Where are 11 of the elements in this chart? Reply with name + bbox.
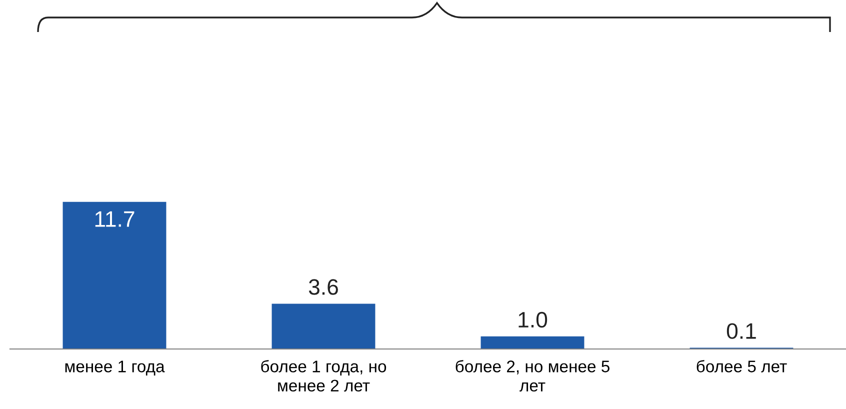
x-tick-label: более 1 года, но менее 2 лет xyxy=(261,360,386,392)
x-tick-label: более 2, но менее 5 лет xyxy=(456,360,610,392)
data-label: 11.7 xyxy=(95,211,134,227)
data-label: 1.0 xyxy=(518,312,548,328)
data-label: 0.1 xyxy=(726,323,756,339)
x-tick-label: более 5 лет xyxy=(696,360,787,372)
bar xyxy=(62,202,166,349)
x-tick-label: менее 1 года xyxy=(65,360,165,376)
bar xyxy=(480,336,584,349)
bar xyxy=(272,304,376,349)
data-label: 3.6 xyxy=(308,279,338,295)
